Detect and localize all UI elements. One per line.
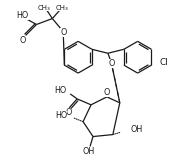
Text: O: O [65,108,71,117]
Text: HO: HO [17,11,29,20]
Text: CH₃: CH₃ [56,5,69,11]
Text: HO: HO [55,111,67,120]
Text: O: O [19,36,26,45]
Text: O: O [104,88,110,97]
Text: OH: OH [83,147,95,156]
Text: HO: HO [54,87,66,95]
Text: O: O [60,28,66,37]
Text: Cl: Cl [159,58,168,67]
Text: O: O [109,59,115,68]
Text: CH₃: CH₃ [38,5,51,11]
Text: OH: OH [131,125,143,134]
